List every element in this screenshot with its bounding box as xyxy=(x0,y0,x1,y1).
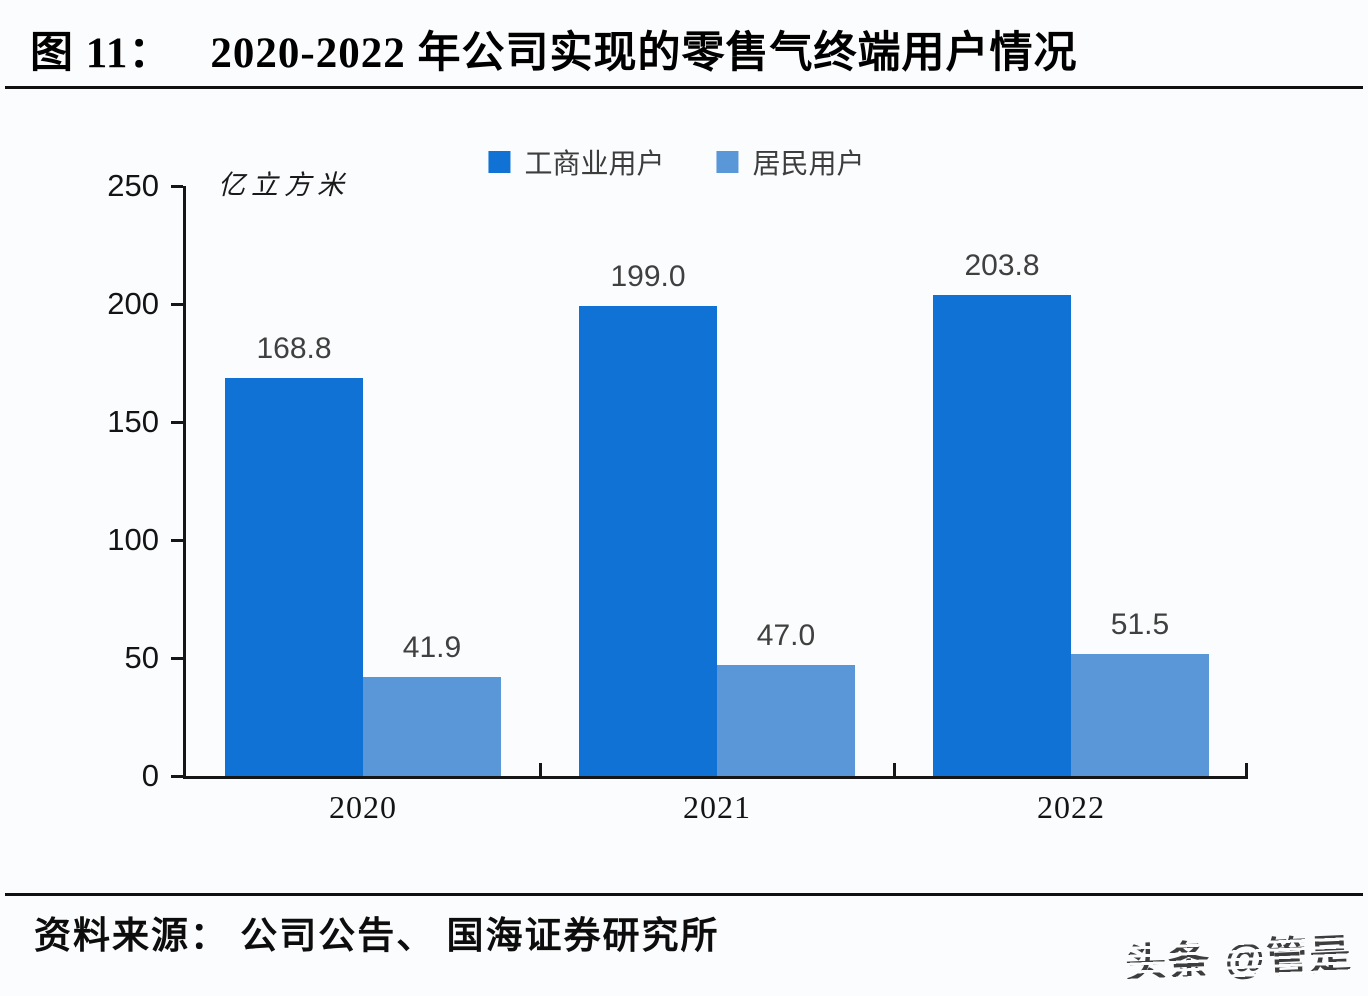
legend-item-居民用户: 居民用户 xyxy=(716,142,864,182)
chart-legend: 工商业用户 居民用户 xyxy=(488,142,864,182)
bar-value-label: 41.9 xyxy=(402,631,462,665)
bar-value-label: 51.5 xyxy=(1110,608,1170,642)
watermark-text: 头条 @管是 xyxy=(1123,931,1354,987)
y-axis-tick xyxy=(171,656,183,660)
x-axis-tick xyxy=(892,763,896,776)
y-axis-tick xyxy=(171,302,183,306)
y-axis-tick-label: 200 xyxy=(107,286,159,321)
figure-title-text: 2020-2022 年公司实现的零售气终端用户情况 xyxy=(210,30,1078,77)
x-axis-category-label: 2021 xyxy=(683,789,751,825)
figure-title: 图 11： 2020-2022 年公司实现的零售气终端用户情况 xyxy=(30,18,1350,80)
bar-value-label: 199.0 xyxy=(610,260,686,294)
source-note: 资料来源： 公司公告、 国海证券研究所 xyxy=(34,916,720,957)
bar-value-label: 168.8 xyxy=(256,331,332,365)
bar-value-label: 47.0 xyxy=(756,619,816,653)
x-axis-tick xyxy=(1245,763,1248,776)
title-divider xyxy=(5,86,1363,89)
bar-居民用户-2021 xyxy=(717,665,855,776)
y-axis-tick xyxy=(171,538,183,542)
legend-swatch-icon xyxy=(488,151,511,173)
legend-label: 工商业用户 xyxy=(524,148,665,179)
x-axis-category-label: 2020 xyxy=(329,789,397,825)
y-axis-tick xyxy=(171,184,183,188)
bar-工商业用户-2022 xyxy=(933,295,1071,776)
y-axis-tick-label: 100 xyxy=(107,522,159,557)
legend-label: 居民用户 xyxy=(752,148,865,179)
bar-居民用户-2020 xyxy=(363,677,501,776)
bar-value-label: 203.8 xyxy=(964,249,1040,283)
y-axis-unit-label: 亿立方米 xyxy=(218,170,350,200)
x-axis-tick xyxy=(538,763,542,776)
legend-item-工商业用户: 工商业用户 xyxy=(488,142,664,182)
bar-工商业用户-2021 xyxy=(579,306,717,776)
legend-swatch-icon xyxy=(716,151,739,173)
bar-居民用户-2022 xyxy=(1071,654,1209,776)
y-axis-tick-label: 150 xyxy=(107,404,159,439)
watermark: 头条 @管是 xyxy=(1119,915,1358,995)
plot-area: 0 50 100 150 200 250 168.8 41.9 2020 199.0 47.0 202… xyxy=(107,168,1248,825)
y-axis-tick-label: 50 xyxy=(124,640,159,675)
y-axis-tick-label: 0 xyxy=(141,758,159,793)
figure-number: 图 11： xyxy=(30,30,173,77)
bar-工商业用户-2020 xyxy=(225,377,363,776)
y-axis-tick xyxy=(171,774,183,778)
footer-divider xyxy=(5,893,1363,896)
y-axis-tick-label: 250 xyxy=(107,168,159,203)
y-axis-tick xyxy=(171,420,183,424)
x-axis-category-label: 2022 xyxy=(1037,789,1105,825)
